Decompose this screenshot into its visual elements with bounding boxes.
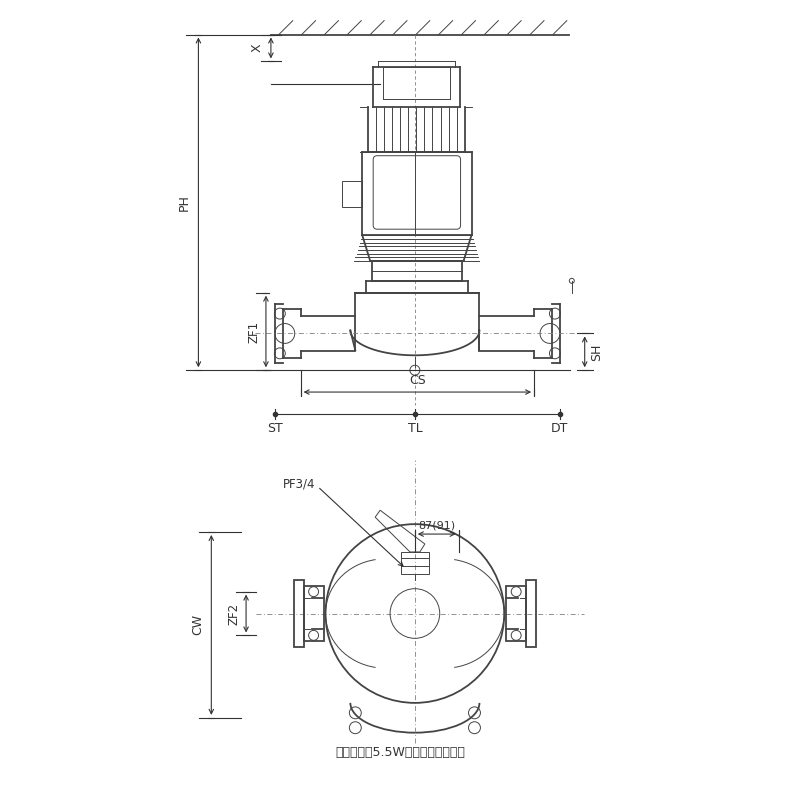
Text: ZF2: ZF2: [228, 602, 241, 625]
Text: CS: CS: [409, 374, 426, 387]
Text: X: X: [250, 44, 263, 52]
Text: PF3/4: PF3/4: [283, 478, 315, 491]
Bar: [506, 586, 526, 641]
Text: SH: SH: [590, 343, 603, 361]
Text: DT: DT: [551, 422, 569, 435]
Text: ZF1: ZF1: [247, 321, 261, 342]
Text: CW: CW: [191, 614, 204, 635]
Text: 87(91): 87(91): [418, 520, 455, 530]
Bar: [526, 580, 536, 646]
Bar: [342, 181, 362, 207]
Bar: [294, 580, 304, 646]
Text: ST: ST: [267, 422, 282, 435]
Text: TL: TL: [407, 422, 422, 435]
Bar: [304, 586, 323, 641]
Text: （　）内は5.5W以上の場合です。: （ ）内は5.5W以上の場合です。: [335, 746, 465, 759]
Text: PH: PH: [178, 194, 191, 211]
Bar: [401, 552, 429, 574]
